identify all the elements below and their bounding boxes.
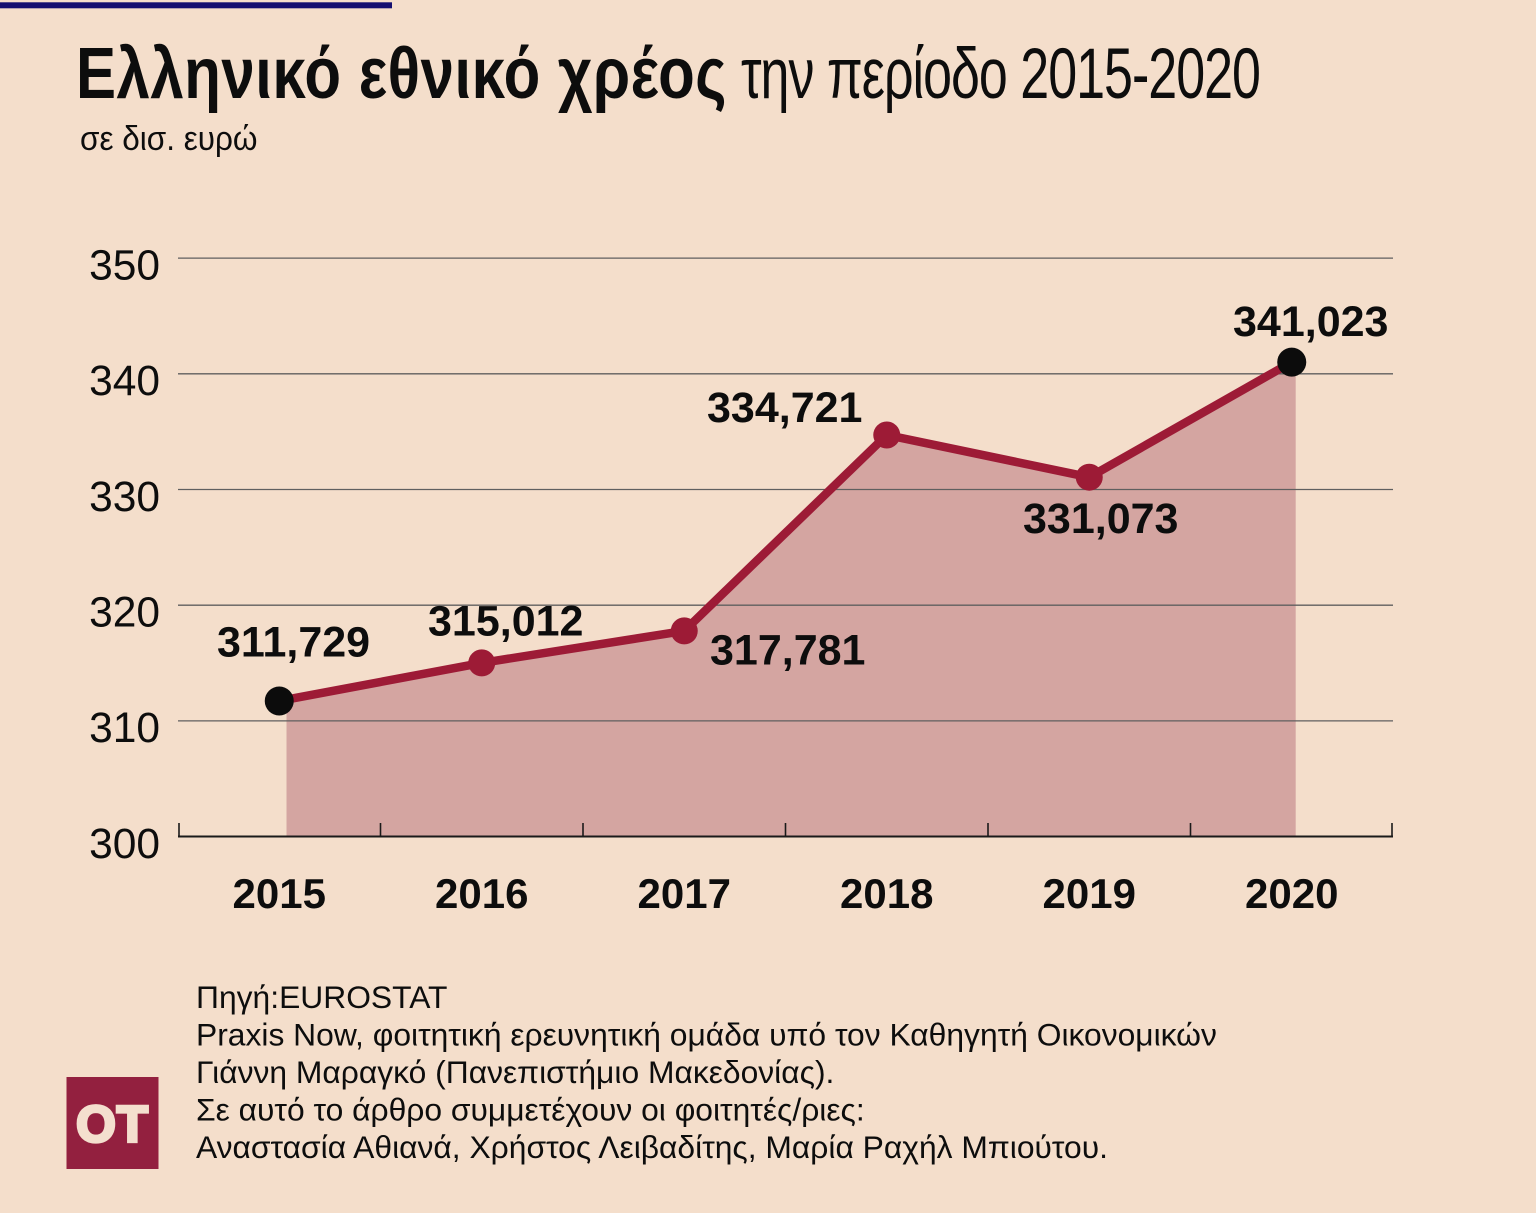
svg-text:την περίοδο 2015-2020: την περίοδο 2015-2020: [741, 34, 1260, 114]
svg-text:Praxis Now, φοιτητική ερευνητι: Praxis Now, φοιτητική ερευνητική ομάδα υ…: [196, 1017, 1217, 1053]
svg-text:2015: 2015: [233, 870, 326, 917]
svg-text:311,729: 311,729: [217, 619, 370, 667]
svg-text:330: 330: [89, 474, 160, 521]
svg-text:2018: 2018: [840, 870, 933, 917]
svg-text:315,012: 315,012: [428, 597, 583, 645]
svg-text:2020: 2020: [1245, 870, 1338, 917]
svg-text:310: 310: [89, 705, 160, 752]
svg-text:320: 320: [89, 590, 160, 637]
svg-text:2016: 2016: [435, 870, 528, 917]
svg-text:2019: 2019: [1043, 870, 1136, 917]
svg-text:331,073: 331,073: [1023, 495, 1178, 543]
svg-text:350: 350: [89, 242, 160, 289]
svg-text:334,721: 334,721: [707, 384, 862, 432]
svg-text:Αναστασία Αθιανά, Χρήστος Λειβ: Αναστασία Αθιανά, Χρήστος Λειβαδίτης, Μα…: [196, 1129, 1108, 1165]
svg-text:Γιάννη Μαραγκό (Πανεπιστήμιο Μ: Γιάννη Μαραγκό (Πανεπιστήμιο Μακεδονίας)…: [196, 1054, 834, 1090]
svg-text:300: 300: [89, 821, 160, 868]
svg-text:340: 340: [89, 358, 160, 405]
svg-text:Πηγή:EUROSTAT: Πηγή:EUROSTAT: [196, 979, 447, 1015]
svg-text:2017: 2017: [638, 870, 731, 917]
svg-text:Σε αυτό το άρθρο συμμετέχουν ο: Σε αυτό το άρθρο συμμετέχουν οι φοιτητές…: [196, 1092, 865, 1128]
svg-text:σε δισ. ευρώ: σε δισ. ευρώ: [80, 120, 257, 159]
svg-text:Ελληνικό εθνικό χρέος: Ελληνικό εθνικό χρέος: [76, 34, 727, 114]
svg-text:OT: OT: [76, 1096, 149, 1153]
svg-text:341,023: 341,023: [1233, 298, 1388, 346]
svg-text:317,781: 317,781: [710, 626, 865, 674]
